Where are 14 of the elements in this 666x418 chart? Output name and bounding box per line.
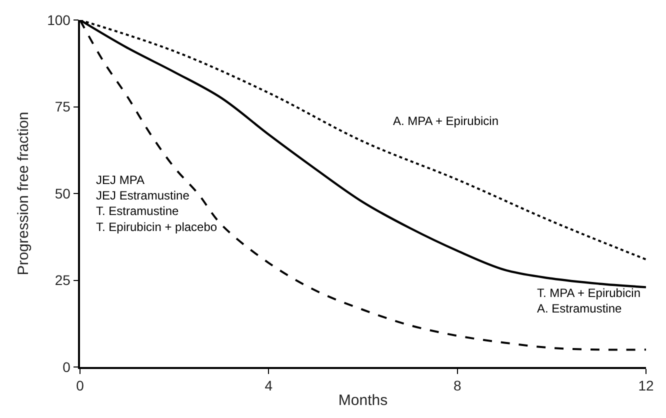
x-axis-title: Months <box>338 392 388 410</box>
y-tick-label: 50 <box>54 185 71 202</box>
y-axis-title: Progression free fraction <box>14 112 32 276</box>
x-tick-label: 0 <box>76 378 84 394</box>
text: A. MPA + Epirubicin <box>393 114 498 128</box>
y-tick-label: 0 <box>62 358 71 375</box>
x-tick-label: 12 <box>638 378 654 394</box>
x-tick-label: 4 <box>264 378 273 394</box>
x-tick-label: 8 <box>453 378 462 394</box>
series-label: T. MPA + Epirubicin A. Estramustine <box>537 286 640 316</box>
y-tick-label: 75 <box>54 98 71 115</box>
series-label: JEJ MPA JEJ Estramustine T. Estramustine T. Epirubicin + placebo <box>96 173 218 234</box>
y-tick-label: 100 <box>47 12 71 28</box>
y-tick-label: 25 <box>54 272 71 288</box>
